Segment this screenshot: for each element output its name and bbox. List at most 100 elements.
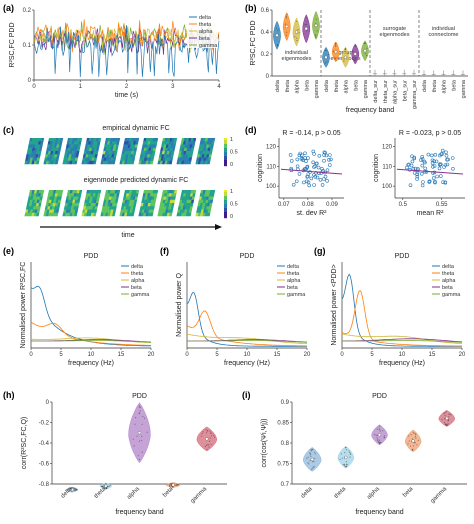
fc-cell bbox=[201, 144, 205, 148]
fit-line bbox=[396, 168, 464, 175]
fc-cell bbox=[46, 199, 50, 204]
fc-cell bbox=[200, 160, 204, 165]
fc-cell bbox=[151, 206, 155, 210]
fc-cell bbox=[76, 151, 80, 155]
x-tick-label: 1 bbox=[79, 84, 83, 90]
fc-cell bbox=[152, 147, 157, 152]
fc-cell bbox=[50, 203, 54, 207]
scatter-point bbox=[443, 180, 448, 185]
colorbar bbox=[224, 138, 227, 167]
colorbar-step bbox=[224, 164, 227, 167]
fc-cell bbox=[110, 147, 114, 152]
fc-cell bbox=[184, 196, 188, 200]
fc-cell bbox=[93, 199, 97, 204]
fc-cell bbox=[90, 138, 95, 142]
fc-cell bbox=[70, 144, 74, 148]
fc-cell bbox=[195, 212, 199, 217]
scatter-point bbox=[437, 166, 442, 171]
fc-cell bbox=[110, 196, 115, 200]
fc-cell bbox=[73, 203, 78, 207]
fc-cell bbox=[149, 193, 153, 197]
fc-cell bbox=[177, 157, 181, 161]
violin-median bbox=[294, 30, 299, 34]
fc-cell bbox=[35, 151, 40, 155]
scatter-point bbox=[307, 183, 312, 188]
violin-point bbox=[407, 443, 409, 445]
fc-cell bbox=[179, 209, 183, 213]
fc-cell bbox=[36, 157, 41, 161]
fc-cell bbox=[105, 138, 109, 142]
fc-cell bbox=[158, 157, 162, 161]
panel-a: 0 0.1 0.2 0 1 2 3 4 time (s) R²SC,FC PDD deltathet… bbox=[9, 8, 221, 99]
fc-cell bbox=[125, 193, 130, 197]
fc-cell bbox=[160, 147, 164, 152]
fc-cell bbox=[207, 160, 211, 165]
fc-cell bbox=[184, 157, 188, 161]
fc-cell bbox=[186, 199, 190, 204]
fc-cell bbox=[189, 196, 193, 200]
legend-label-delta: delta bbox=[287, 264, 300, 270]
fc-cell bbox=[74, 160, 78, 165]
fc-cell bbox=[206, 151, 211, 155]
y-axis-label: Normalised power Q bbox=[176, 273, 183, 337]
fc-cell bbox=[163, 154, 167, 158]
violin-point bbox=[414, 442, 416, 444]
fc-cell bbox=[84, 144, 89, 148]
fc-cell bbox=[67, 212, 71, 217]
panel-c: empirical dynamic FC eigenmode predicted … bbox=[24, 125, 238, 239]
fc-cell bbox=[82, 206, 87, 210]
fc-cell bbox=[207, 147, 211, 152]
fc-cell bbox=[192, 138, 197, 142]
fc-cell bbox=[96, 144, 100, 148]
y-tick-label: 100 bbox=[382, 184, 393, 190]
fc-cell bbox=[180, 154, 184, 158]
fc-cell bbox=[131, 199, 135, 204]
panel-label-h: (h) bbox=[3, 390, 15, 400]
violin-point bbox=[344, 466, 346, 468]
fc-cell bbox=[86, 212, 90, 217]
fc-matrix bbox=[176, 190, 197, 217]
fc-cell bbox=[150, 157, 155, 161]
violin-median bbox=[411, 439, 415, 443]
fc-cell bbox=[119, 212, 123, 217]
fc-cell bbox=[53, 144, 58, 148]
fc-matrix bbox=[43, 138, 64, 165]
fc-cell bbox=[201, 154, 205, 158]
colorbar-step bbox=[224, 206, 227, 209]
violin-point bbox=[137, 455, 139, 457]
fc-cell bbox=[129, 196, 134, 200]
series-gamma bbox=[31, 340, 151, 343]
fc-cell bbox=[37, 193, 42, 197]
fc-cell bbox=[114, 203, 118, 207]
fc-cell bbox=[90, 151, 94, 155]
fc-cell bbox=[166, 190, 171, 194]
fc-cell bbox=[114, 190, 118, 194]
fc-cell bbox=[56, 206, 60, 210]
fc-cell bbox=[112, 147, 116, 152]
fc-cell bbox=[30, 154, 34, 158]
fc-cell bbox=[165, 157, 169, 161]
fc-cell bbox=[172, 144, 176, 148]
x-tick-label: gamma bbox=[363, 79, 369, 98]
violin-point bbox=[346, 52, 348, 54]
fc-cell bbox=[178, 151, 182, 155]
fc-cell bbox=[159, 151, 163, 155]
fc-cell bbox=[165, 206, 170, 210]
violin-point bbox=[313, 451, 315, 453]
fc-cell bbox=[92, 193, 96, 197]
fc-matrix bbox=[195, 138, 216, 165]
fc-cell bbox=[121, 203, 125, 207]
fc-cell bbox=[187, 203, 192, 207]
fc-cell bbox=[202, 203, 206, 207]
fc-cell bbox=[116, 138, 121, 142]
fc-cell bbox=[130, 151, 135, 155]
fc-cell bbox=[25, 154, 30, 158]
fc-cell bbox=[67, 199, 71, 204]
fc-cell bbox=[29, 147, 33, 152]
fc-cell bbox=[161, 203, 166, 207]
fc-cell bbox=[144, 144, 148, 148]
fc-cell bbox=[109, 193, 113, 197]
time-arrow-head bbox=[215, 224, 222, 230]
fc-cell bbox=[188, 209, 193, 213]
scatter-point bbox=[327, 163, 332, 167]
